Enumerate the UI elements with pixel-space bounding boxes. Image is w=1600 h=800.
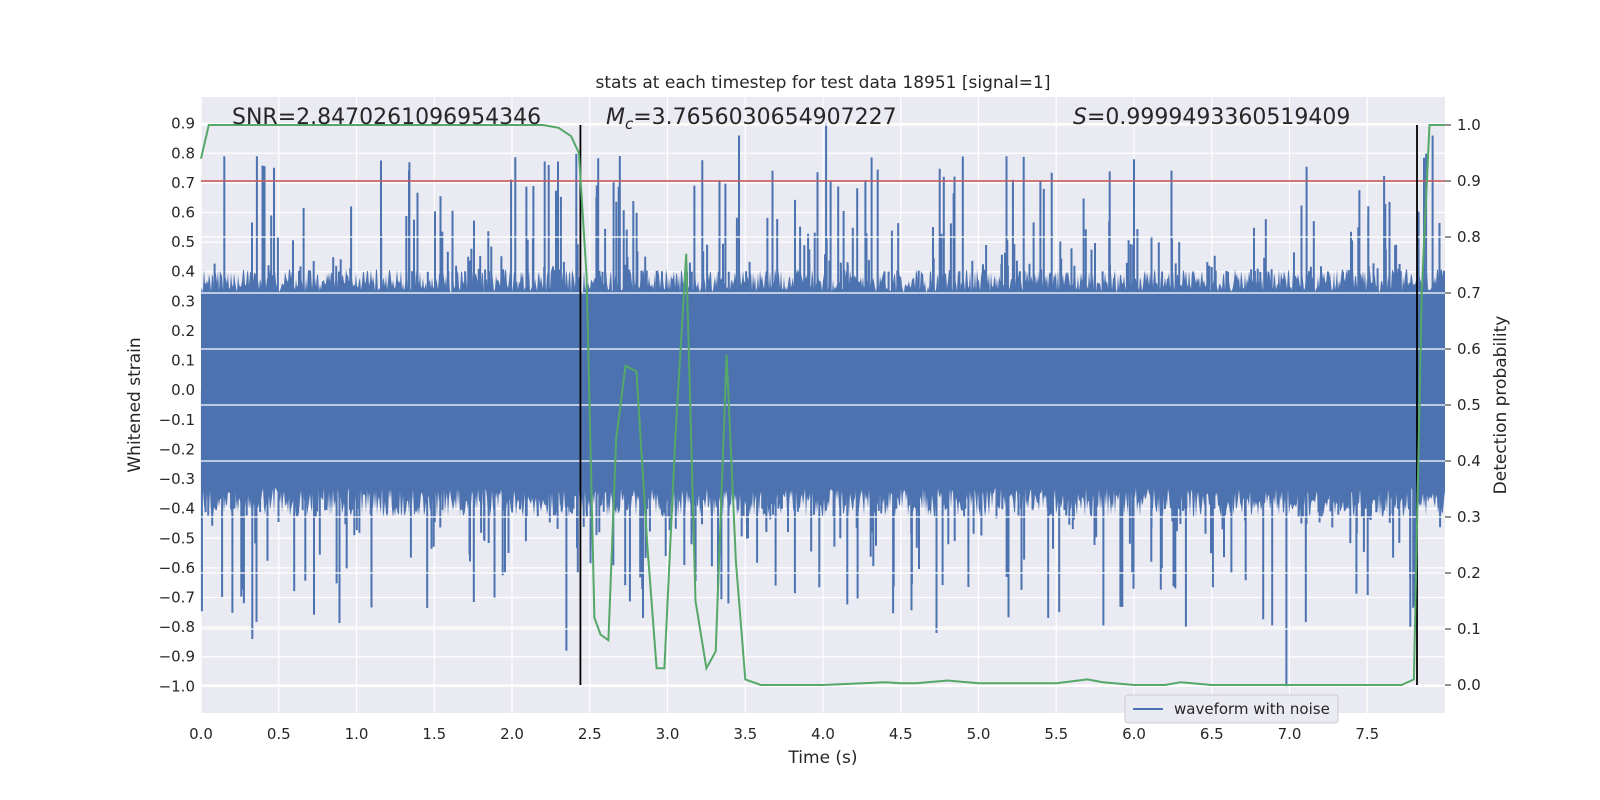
snr-annotation: SNR=2.8470261096954346 — [232, 105, 541, 130]
x-tick-label: 5.5 — [1044, 725, 1068, 743]
x-tick-label: 4.5 — [889, 725, 913, 743]
x-axis-label: Time (s) — [787, 748, 857, 768]
y-tick-label: −0.4 — [159, 500, 195, 518]
x-tick-label: 5.0 — [967, 725, 991, 743]
y-tick-label: 0.4 — [171, 263, 195, 281]
x-tick-label: 7.0 — [1278, 725, 1302, 743]
y-tick-label: 0.8 — [171, 144, 195, 162]
waveform-series — [200, 123, 1445, 687]
x-tick-label: 0.5 — [267, 725, 291, 743]
y2-tick-label: 0.8 — [1457, 228, 1481, 246]
y-tick-label: 0.5 — [171, 233, 195, 251]
y-tick-label: −0.6 — [159, 559, 195, 577]
waveform-spikes — [200, 123, 1445, 687]
y-tick-label: −0.2 — [159, 440, 195, 458]
x-tick-label: 3.5 — [733, 725, 757, 743]
y2-axis-label: Detection probability — [1491, 316, 1511, 495]
y-tick-label: 0.0 — [171, 381, 195, 399]
y-tick-label: −0.3 — [159, 470, 195, 488]
y-axis-label: Whitened strain — [125, 337, 145, 472]
legend-box — [1124, 694, 1339, 724]
y2-tick-label: 0.9 — [1457, 172, 1481, 190]
y2-tick-label: 0.6 — [1457, 340, 1481, 358]
x-tick-label: 1.0 — [345, 725, 369, 743]
x-tick-label: 7.5 — [1355, 725, 1379, 743]
y-tick-label: 0.6 — [171, 204, 195, 222]
y2-tick-label: 0.4 — [1457, 452, 1481, 470]
y-tick-label: −0.1 — [159, 411, 195, 429]
y-tick-label: 0.2 — [171, 322, 195, 340]
x-tick-label: 1.5 — [422, 725, 446, 743]
x-axis-ticks: 0.0 0.5 1.0 1.5 2.0 2.5 3.0 3.5 4.0 4.5 5.0 5.5 6.0 6… — [189, 725, 1379, 743]
chirp-mass-value: =3.7656030654907227 — [633, 105, 896, 130]
y-tick-label: −0.5 — [159, 529, 195, 547]
y-tick-label: −0.8 — [159, 618, 195, 636]
y2-axis-ticks: 0.0 0.1 0.2 0.3 0.4 0.5 0.6 0.7 0.8 0.9 1.0 — [1445, 116, 1481, 694]
y-tick-label: −1.0 — [159, 677, 195, 695]
s-annotation: S=0.9999493360519409 — [1073, 105, 1350, 130]
y2-tick-label: 0.5 — [1457, 396, 1481, 414]
probability-line — [200, 124, 1445, 686]
x-tick-label: 4.0 — [811, 725, 835, 743]
y-tick-label: 0.1 — [171, 352, 195, 370]
s-value: =0.9999493360519409 — [1087, 105, 1350, 130]
y-tick-label: 0.9 — [171, 115, 195, 133]
y-axis-ticks: 0.9 0.8 0.7 0.6 0.5 0.4 0.3 0.2 0.1 0.0 −0.1 −0.2 −0… — [159, 115, 195, 696]
legend-label: waveform with noise — [1174, 700, 1330, 718]
marker-lines — [579, 125, 1418, 685]
y-tick-label: 0.3 — [171, 292, 195, 310]
legend: waveform with noise — [1124, 694, 1339, 724]
x-tick-label: 2.5 — [578, 725, 602, 743]
x-tick-label: 2.0 — [500, 725, 524, 743]
x-tick-label: 0.0 — [189, 725, 213, 743]
y2-tick-label: 0.1 — [1457, 620, 1481, 638]
chart-title: stats at each timestep for test data 189… — [596, 73, 1051, 93]
y-tick-label: 0.7 — [171, 174, 195, 192]
y2-tick-label: 0.3 — [1457, 508, 1481, 526]
x-tick-label: 6.5 — [1200, 725, 1224, 743]
y-tick-label: −0.7 — [159, 589, 195, 607]
y2-tick-label: 0.2 — [1457, 564, 1481, 582]
y-tick-label: −0.9 — [159, 648, 195, 666]
y2-tick-label: 0.7 — [1457, 284, 1481, 302]
y2-tick-label: 1.0 — [1457, 116, 1481, 134]
x-tick-label: 6.0 — [1122, 725, 1146, 743]
y2-tick-label: 0.0 — [1457, 676, 1481, 694]
chirp-mass-annotation: Mc=3.7656030654907227 — [606, 105, 897, 133]
x-tick-label: 3.0 — [656, 725, 680, 743]
